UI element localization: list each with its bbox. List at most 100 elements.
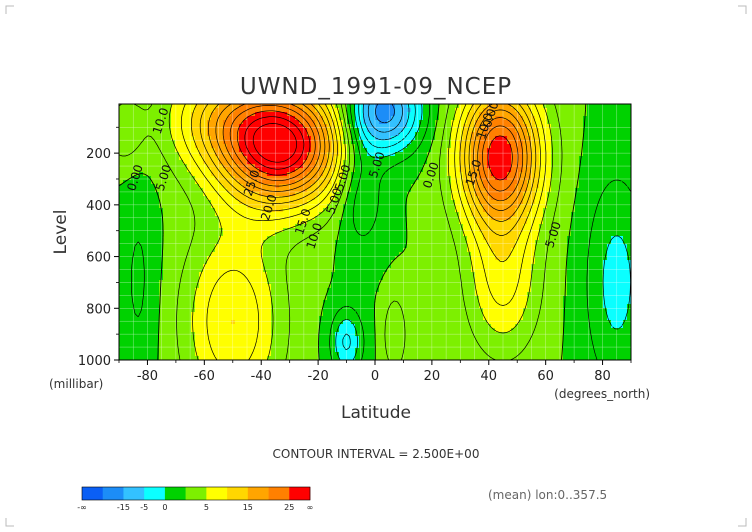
field-cell xyxy=(151,124,156,129)
field-cell xyxy=(223,228,228,233)
field-cell xyxy=(455,240,460,245)
field-cell xyxy=(295,176,300,181)
field-cell xyxy=(423,140,428,145)
field-cell xyxy=(627,112,631,117)
field-cell xyxy=(347,256,352,261)
field-cell xyxy=(183,172,188,177)
field-cell xyxy=(335,180,340,185)
field-cell xyxy=(603,152,608,157)
field-cell xyxy=(303,136,308,141)
field-cell xyxy=(483,212,488,217)
field-cell xyxy=(531,116,536,121)
field-cell xyxy=(279,172,284,177)
field-cell xyxy=(471,248,476,253)
field-cell xyxy=(383,156,388,161)
field-cell xyxy=(551,132,556,137)
field-cell xyxy=(495,224,500,229)
field-cell xyxy=(411,224,416,229)
field-cell xyxy=(195,208,200,213)
field-cell xyxy=(443,244,448,249)
field-cell xyxy=(359,232,364,237)
field-cell xyxy=(183,256,188,261)
field-cell xyxy=(167,256,172,261)
field-cell xyxy=(211,180,216,185)
field-cell xyxy=(371,248,376,253)
field-cell xyxy=(391,220,396,225)
field-cell xyxy=(559,108,564,113)
field-cell xyxy=(295,224,300,229)
field-cell xyxy=(215,224,220,229)
field-cell xyxy=(123,204,128,209)
field-cell xyxy=(271,220,276,225)
field-cell xyxy=(195,248,200,253)
field-cell xyxy=(427,252,432,257)
field-cell xyxy=(239,180,244,185)
field-cell xyxy=(615,216,620,221)
field-cell xyxy=(291,148,296,153)
field-cell xyxy=(355,192,360,197)
field-cell xyxy=(379,108,384,113)
field-cell xyxy=(451,208,456,213)
field-cell xyxy=(463,256,468,261)
field-cell xyxy=(211,112,216,117)
field-cell xyxy=(551,112,556,117)
field-cell xyxy=(587,136,592,141)
field-cell xyxy=(263,212,268,217)
field-cell xyxy=(559,132,564,137)
field-cell xyxy=(379,248,384,253)
field-cell xyxy=(291,116,296,121)
field-cell xyxy=(199,124,204,129)
field-cell xyxy=(323,216,328,221)
field-cell xyxy=(383,116,388,121)
field-cell xyxy=(339,160,344,165)
field-cell xyxy=(567,212,572,217)
field-cell xyxy=(239,244,244,249)
field-cell xyxy=(407,180,412,185)
field-cell xyxy=(267,144,272,149)
field-cell xyxy=(179,252,184,257)
field-cell xyxy=(467,108,472,113)
field-cell xyxy=(315,252,320,257)
field-cell xyxy=(623,120,628,125)
field-cell xyxy=(307,236,312,241)
field-cell xyxy=(327,236,332,241)
field-cell xyxy=(171,136,176,141)
field-cell xyxy=(211,196,216,201)
field-cell xyxy=(227,112,232,117)
field-cell xyxy=(579,144,584,149)
field-cell xyxy=(423,104,428,109)
field-cell xyxy=(335,192,340,197)
field-cell xyxy=(563,156,568,161)
field-cell xyxy=(347,204,352,209)
field-cell xyxy=(135,256,140,261)
field-cell xyxy=(255,180,260,185)
field-cell xyxy=(543,116,548,121)
field-cell xyxy=(179,144,184,149)
field-cell xyxy=(471,236,476,241)
field-cell xyxy=(491,204,496,209)
field-cell xyxy=(263,176,268,181)
field-cell xyxy=(219,136,224,141)
field-cell xyxy=(175,156,180,161)
field-cell xyxy=(151,172,156,177)
field-cell xyxy=(371,208,376,213)
field-cell xyxy=(375,188,380,193)
field-cell xyxy=(507,256,512,261)
field-cell xyxy=(339,228,344,233)
field-cell xyxy=(547,124,552,129)
field-cell xyxy=(579,172,584,177)
field-cell xyxy=(159,256,164,261)
field-cell xyxy=(351,244,356,249)
field-cell xyxy=(319,148,324,153)
field-cell xyxy=(455,148,460,153)
field-cell xyxy=(283,180,288,185)
field-cell xyxy=(415,252,420,257)
field-cell xyxy=(191,192,196,197)
field-cell xyxy=(539,144,544,149)
field-cell xyxy=(179,204,184,209)
field-cell xyxy=(599,200,604,205)
field-cell xyxy=(479,228,484,233)
field-cell xyxy=(343,244,348,249)
field-cell xyxy=(147,116,152,121)
field-cell xyxy=(343,208,348,213)
